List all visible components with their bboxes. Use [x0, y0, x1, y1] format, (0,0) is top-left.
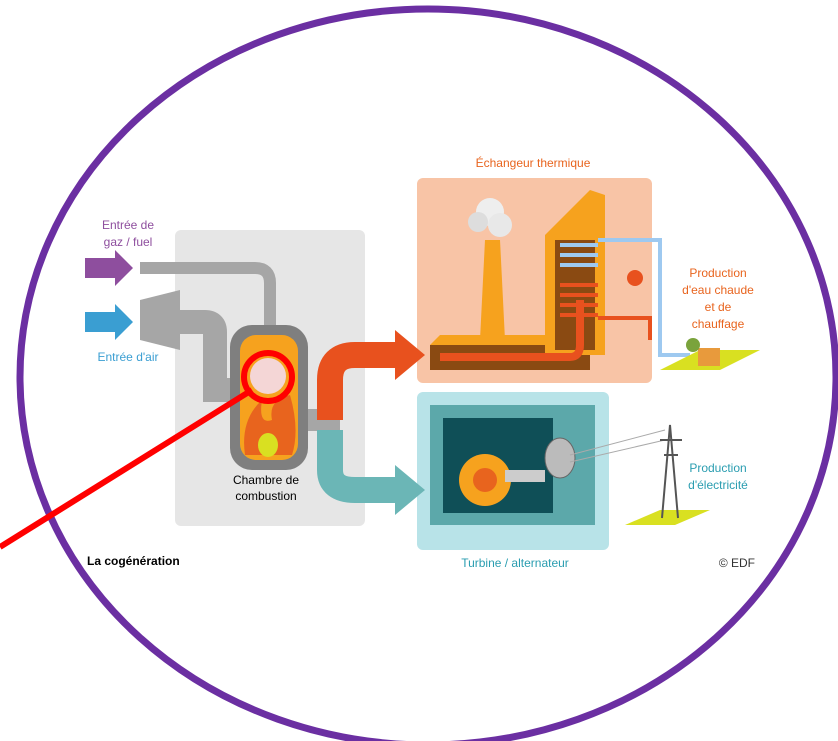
alternator	[545, 438, 575, 478]
label: d'eau chaude	[682, 283, 754, 297]
label: et de	[705, 300, 732, 314]
label: d'électricité	[688, 478, 748, 492]
label: gaz / fuel	[104, 235, 153, 249]
pylon	[660, 425, 682, 518]
label: Production	[689, 461, 746, 475]
flame-core	[258, 433, 278, 457]
label: combustion	[235, 489, 296, 503]
pylon-ground	[625, 510, 710, 525]
steam	[488, 213, 512, 237]
label: Entrée d'air	[98, 350, 159, 364]
smoke	[250, 358, 286, 394]
label: Chambre de	[233, 473, 299, 487]
gas-arrow	[85, 250, 133, 286]
label: Turbine / alternateur	[461, 556, 569, 570]
tap	[627, 270, 643, 286]
diagram: Entrée de gaz / fuel Entrée d'air Chambr…	[0, 0, 838, 741]
label: Échangeur thermique	[476, 155, 591, 170]
label: chauffage	[692, 317, 745, 331]
title: La cogénération	[87, 554, 180, 568]
house	[698, 348, 720, 366]
label: Production	[689, 266, 746, 280]
label: Entrée de	[102, 218, 154, 232]
credit: © EDF	[719, 556, 755, 570]
steam	[468, 212, 488, 232]
shaft	[505, 470, 545, 482]
air-intake	[140, 290, 180, 350]
turbine-hub	[473, 468, 497, 492]
tree	[686, 338, 700, 352]
air-arrow	[85, 304, 133, 340]
